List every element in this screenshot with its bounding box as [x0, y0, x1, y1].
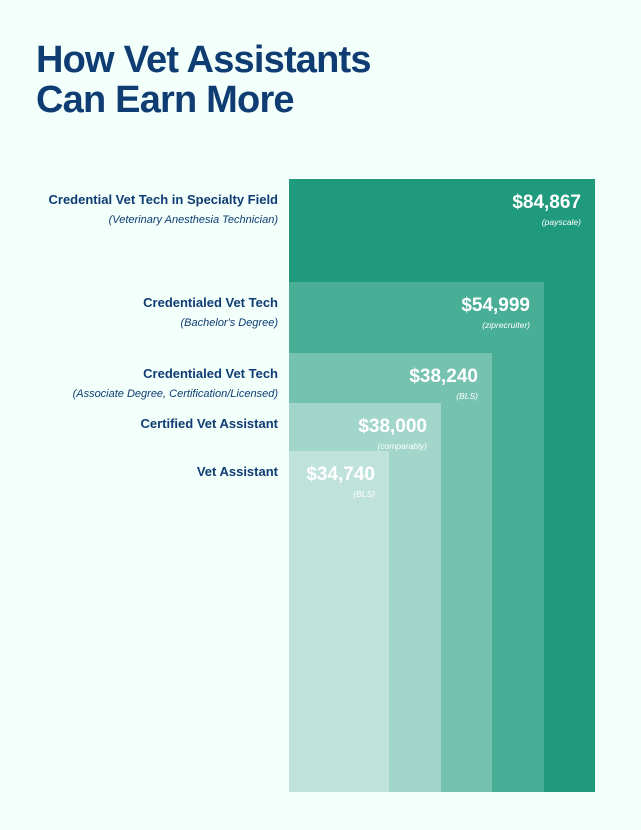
category-sublabel-2: (Bachelor's Degree) — [181, 317, 279, 329]
category-label-4: Certified Vet Assistant — [140, 416, 278, 431]
page-title: How Vet Assistants Can Earn More — [36, 39, 372, 121]
category-sublabel-1: (Veterinary Anesthesia Technician) — [109, 214, 279, 226]
bar-value-label-2: $54,999 — [461, 295, 530, 316]
category-label-1: Credential Vet Tech in Specialty Field — [49, 192, 279, 207]
category-label-5: Vet Assistant — [197, 464, 279, 479]
bar-source-label-3: (BLS) — [456, 391, 478, 401]
category-label-2: Credentialed Vet Tech — [143, 295, 278, 310]
title-line-2: Can Earn More — [36, 79, 295, 121]
category-sublabel-3: (Associate Degree, Certification/License… — [73, 388, 279, 400]
bar-value-label-5: $34,740 — [306, 464, 375, 485]
bar-5 — [289, 451, 389, 792]
bar-source-label-1: (payscale) — [542, 217, 581, 227]
bar-value-label-3: $38,240 — [409, 366, 478, 387]
bar-source-label-5: (BLS) — [353, 489, 375, 499]
title-line-1: How Vet Assistants — [36, 39, 372, 81]
bar-value-label-1: $84,867 — [512, 192, 581, 213]
bar-source-label-2: (ziprecruiter) — [482, 320, 530, 330]
bar-source-label-4: (comparably) — [377, 441, 427, 451]
category-label-3: Credentialed Vet Tech — [143, 366, 278, 381]
bar-value-label-4: $38,000 — [358, 416, 427, 437]
